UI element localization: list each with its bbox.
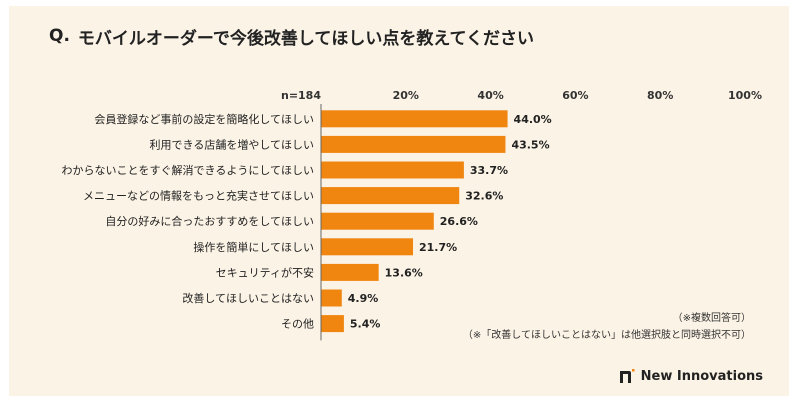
question-prefix: Q. (49, 26, 70, 46)
bar (321, 289, 342, 307)
brand-name: New Innovations (640, 368, 763, 384)
x-tick-label: 40% (477, 89, 503, 102)
category-label: 改善してほしいことはない (182, 291, 314, 305)
brand-mark-icon (619, 369, 635, 383)
value-label: 44.0% (514, 113, 552, 126)
x-tick-label: 100% (728, 89, 762, 102)
note-multiple-answers: （※複数回答可） (672, 313, 751, 324)
category-label: わからないことをすぐ解消できるようにしてほしい (62, 163, 314, 177)
value-label: 43.5% (511, 138, 549, 151)
x-tick-label: 80% (647, 89, 673, 102)
bar (321, 187, 460, 205)
category-label: メニューなどの情報をもっと充実させてほしい (83, 189, 314, 203)
bar (321, 263, 379, 281)
category-label: セキュリティが不安 (216, 265, 314, 279)
sample-size-label: n=184 (281, 89, 321, 102)
bar (321, 135, 506, 153)
chart-title: Q. モバイルオーダーで今後改善してほしい点を教えてください (49, 23, 534, 49)
brand-logo: New Innovations (619, 368, 763, 384)
x-tick-label: 60% (562, 89, 588, 102)
value-label: 5.4% (350, 318, 381, 331)
bar (321, 238, 414, 256)
bar (321, 212, 434, 230)
x-tick-label: 20% (393, 89, 419, 102)
category-label: 利用できる店舗を増やしてほしい (150, 137, 314, 151)
value-label: 13.6% (385, 266, 423, 279)
bar (321, 315, 344, 333)
category-label: 自分の好みに合ったおすすめをしてほしい (105, 214, 314, 228)
category-label: 会員登録など事前の設定を簡略化してほしい (94, 112, 314, 126)
question-text: モバイルオーダーで今後改善してほしい点を教えてください (77, 28, 535, 49)
value-label: 32.6% (465, 190, 503, 203)
value-label: 4.9% (348, 292, 379, 305)
value-label: 21.7% (419, 241, 457, 254)
note-exclusive-option: （※「改善してほしいことはない」は他選択肢と同時選択不可） (462, 330, 751, 341)
category-label: 操作を簡単にしてほしい (193, 240, 314, 254)
bar-chart: n=184 20% 40% 60% 80% 100% 会員登録など事前の設定を簡略化してほし… (62, 89, 762, 341)
category-label: その他 (281, 318, 314, 331)
value-label: 33.7% (470, 164, 508, 177)
value-label: 26.6% (440, 215, 478, 228)
bar (321, 161, 464, 179)
bar (321, 110, 508, 128)
chart-card: Q. モバイルオーダーで今後改善してほしい点を教えてください n=184 20% 4… (9, 6, 789, 396)
